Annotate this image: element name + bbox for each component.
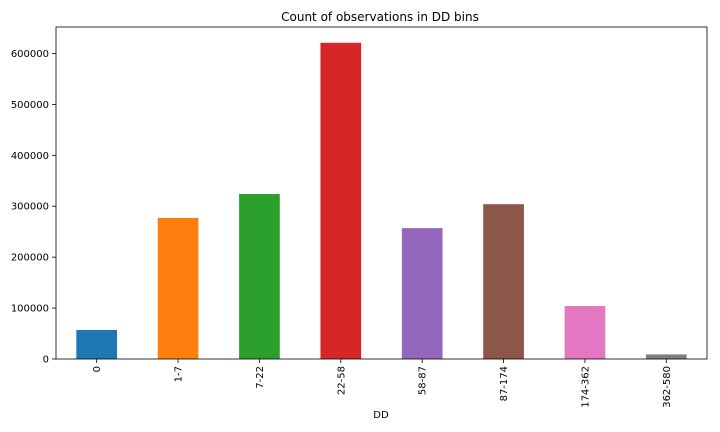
x-tick-label: 58-87: [418, 366, 429, 395]
y-tick-label: 600000: [11, 49, 49, 60]
y-axis: 0 100000 200000 300000 400000 500000 600000: [11, 49, 56, 366]
x-tick-label: 362-580: [662, 366, 673, 408]
x-tick-label: 7-22: [255, 366, 266, 389]
x-axis-label: DD: [373, 410, 389, 421]
bars-group: [76, 42, 687, 359]
y-tick-label: 400000: [11, 151, 49, 162]
y-tick-label: 500000: [11, 100, 49, 111]
y-tick-label: 300000: [11, 202, 49, 213]
bar-1-7: [157, 217, 199, 359]
bar-87-174: [483, 204, 524, 359]
x-axis: 0 1-7 7-22 22-58 58-87 87-174 174-362 362-580: [92, 359, 673, 408]
bar-22-58: [320, 42, 362, 359]
x-tick-label: 174-362: [580, 366, 591, 408]
x-tick-label: 22-58: [336, 366, 347, 395]
x-tick-label: 0: [92, 366, 103, 372]
chart-title: Count of observations in DD bins: [281, 10, 479, 24]
bar-174-362: [564, 306, 606, 359]
y-tick-label: 200000: [11, 253, 49, 264]
x-tick-label: 1-7: [174, 366, 185, 382]
bar-7-22: [239, 194, 280, 359]
bar-362-580: [645, 354, 687, 359]
y-tick-label: 100000: [11, 304, 49, 315]
x-tick-label: 87-174: [499, 366, 510, 401]
bar-58-87: [401, 228, 443, 359]
plot-frame: [55, 26, 708, 360]
y-tick-label: 0: [43, 355, 49, 366]
bar-0: [76, 329, 118, 359]
